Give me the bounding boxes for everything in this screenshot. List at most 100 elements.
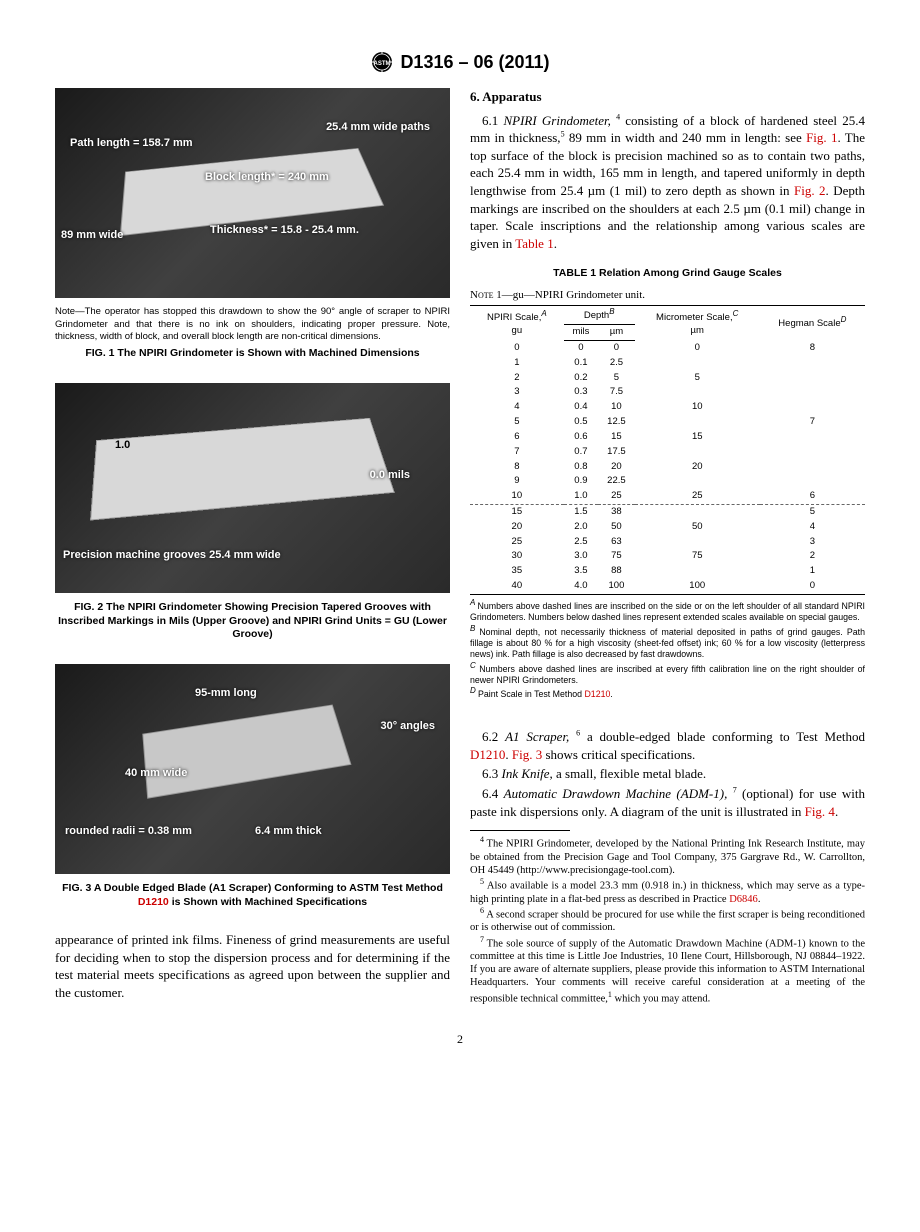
tfn-B: B Nominal depth, not necessarily thickne… <box>470 624 865 660</box>
two-column-layout: Path length = 158.7 mm 25.4 mm wide path… <box>55 88 865 1005</box>
table-cell: 0.4 <box>564 400 598 415</box>
table-cell: 7.5 <box>598 385 635 400</box>
table-cell: 0 <box>564 341 598 356</box>
table-cell: 50 <box>598 520 635 535</box>
document-header: ASTM D1316 – 06 (2011) <box>55 50 865 74</box>
table-cell: 3.0 <box>564 549 598 564</box>
table-row: 30.37.5 <box>470 385 865 400</box>
fig2-mils-label: 0.0 mils <box>370 468 410 483</box>
th-depth-sup: B <box>609 307 614 316</box>
table-cell: 4.0 <box>564 579 598 594</box>
table-cell <box>635 356 760 371</box>
astm-logo-icon: ASTM <box>370 50 394 74</box>
table-1: NPIRI Scale,Agu DepthB Micrometer Scale,… <box>470 305 865 595</box>
table-cell: 5 <box>635 371 760 386</box>
table-cell: 7 <box>760 415 865 430</box>
table-cell: 3.5 <box>564 564 598 579</box>
table-cell: 20 <box>470 520 564 535</box>
figure-3-caption: FIG. 3 A Double Edged Blade (A1 Scraper)… <box>55 882 450 909</box>
p64-b: . <box>835 804 838 819</box>
figure-1-note: Note—The operator has stopped this drawd… <box>55 306 450 343</box>
p64-num: 6.4 <box>482 786 504 801</box>
table-cell: 1.0 <box>564 489 598 504</box>
paragraph-6-1: 6.1 NPIRI Grindometer, 4 consisting of a… <box>470 112 865 252</box>
th-micro: Micrometer Scale,Cµm <box>635 306 760 341</box>
table-cell: 25 <box>635 489 760 504</box>
table-cell: 8 <box>470 460 564 475</box>
p63-term: Ink Knife, <box>502 766 557 781</box>
table-cell: 25 <box>598 489 635 504</box>
fig3-wide-label: 40 mm wide <box>125 766 187 781</box>
fn7-b: which you may attend. <box>612 993 710 1004</box>
fig3-radii-label: rounded radii = 0.38 mm <box>65 824 192 839</box>
fn5-ref[interactable]: D6846 <box>729 894 758 905</box>
table-row: 202.050504 <box>470 520 865 535</box>
table-cell: 5 <box>598 371 635 386</box>
table-cell: 9 <box>470 474 564 489</box>
page-footnotes: 4 The NPIRI Grindometer, developed by th… <box>470 835 865 1005</box>
table-cell <box>635 474 760 489</box>
fig1-block-length-label: Block length* = 240 mm <box>205 170 329 185</box>
table-row: 90.922.5 <box>470 474 865 489</box>
tfn-D-ref[interactable]: D1210 <box>584 689 610 699</box>
p61-b: 89 mm in width and 240 mm in length: see <box>565 130 807 145</box>
table-cell: 0 <box>635 341 760 356</box>
fn4-text: The NPIRI Grindometer, developed by the … <box>470 839 865 876</box>
table-cell: 0.9 <box>564 474 598 489</box>
fig3-cap-ref[interactable]: D1210 <box>138 896 169 908</box>
table-cell: 0.2 <box>564 371 598 386</box>
p61-term: NPIRI Grindometer, <box>503 113 616 128</box>
fig1-wide-paths-label: 25.4 mm wide paths <box>326 120 430 135</box>
th-depth: DepthB <box>564 306 635 325</box>
table-cell: 3 <box>470 385 564 400</box>
link-fig2[interactable]: Fig. 2 <box>794 183 826 198</box>
figure-1-caption: FIG. 1 The NPIRI Grindometer is Shown wi… <box>55 347 450 361</box>
th-micro-label: Micrometer Scale, <box>656 312 733 323</box>
table-cell: 20 <box>635 460 760 475</box>
link-fig3[interactable]: Fig. 3 <box>512 747 542 762</box>
table-cell <box>760 445 865 460</box>
fig1-width-label: 89 mm wide <box>61 228 123 243</box>
table-cell: 15 <box>635 430 760 445</box>
table-cell: 35 <box>470 564 564 579</box>
tfn-C-text: Numbers above dashed lines are inscribed… <box>470 664 865 685</box>
left-column: Path length = 158.7 mm 25.4 mm wide path… <box>55 88 450 1005</box>
table-cell: 40 <box>470 579 564 594</box>
footnote-6: 6 A second scraper should be procured fo… <box>470 906 865 935</box>
tfn-D: D Paint Scale in Test Method D1210. <box>470 686 865 700</box>
table-row: 151.5385 <box>470 504 865 519</box>
table-cell <box>760 430 865 445</box>
table-row: 50.512.57 <box>470 415 865 430</box>
table-cell: 17.5 <box>598 445 635 460</box>
table-cell <box>760 371 865 386</box>
table-cell: 2 <box>470 371 564 386</box>
table-note-lead: Note <box>470 289 494 301</box>
tfn-C: C Numbers above dashed lines are inscrib… <box>470 661 865 686</box>
table-cell: 22.5 <box>598 474 635 489</box>
link-fig4[interactable]: Fig. 4 <box>805 804 835 819</box>
table-cell: 4 <box>470 400 564 415</box>
table-cell: 0.8 <box>564 460 598 475</box>
fn5-a: Also available is a model 23.3 mm (0.918… <box>470 881 865 905</box>
p64-term: Automatic Drawdown Machine (ADM-1), <box>504 786 733 801</box>
tfn-D-pre: Paint Scale in Test Method <box>478 689 584 699</box>
p62-c: shows critical specifications. <box>542 747 695 762</box>
table-row: 303.075752 <box>470 549 865 564</box>
table-cell <box>635 504 760 519</box>
table-cell: 15 <box>470 504 564 519</box>
paragraph-6-4: 6.4 Automatic Drawdown Machine (ADM-1), … <box>470 785 865 820</box>
page-number: 2 <box>55 1031 865 1047</box>
link-fig1[interactable]: Fig. 1 <box>806 130 837 145</box>
table-cell: 2.5 <box>598 356 635 371</box>
paragraph-6-2: 6.2 A1 Scraper, 6 a double-edged blade c… <box>470 728 865 763</box>
p62-a: a double-edged blade conforming to Test … <box>580 729 865 744</box>
table-cell: 63 <box>598 535 635 550</box>
th-mils: mils <box>564 325 598 341</box>
table-cell: 75 <box>598 549 635 564</box>
link-d1210[interactable]: D1210 <box>470 747 505 762</box>
th-hegman: Hegman ScaleD <box>760 306 865 341</box>
tfn-A-text: Numbers above dashed lines are inscribed… <box>470 601 865 622</box>
table-cell <box>760 356 865 371</box>
link-table1[interactable]: Table 1 <box>515 236 553 251</box>
table-row: 353.5881 <box>470 564 865 579</box>
